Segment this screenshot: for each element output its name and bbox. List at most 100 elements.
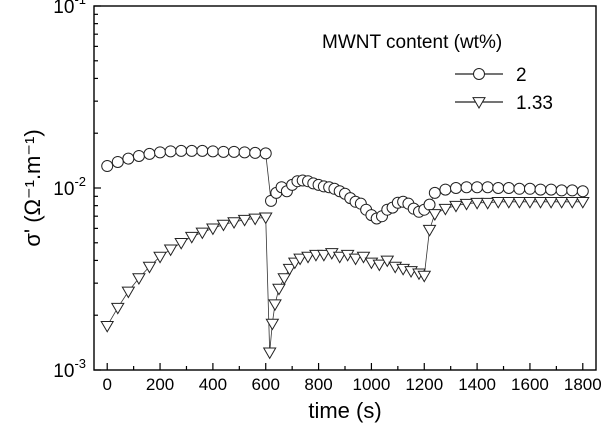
y-axis-ticks: 10-3 10-2 10-1 xyxy=(53,0,101,382)
data-point-triangle xyxy=(372,259,387,272)
legend-item: 2 xyxy=(455,65,527,86)
data-point-circle xyxy=(196,144,209,157)
data-point-circle xyxy=(175,144,188,157)
data-point-triangle xyxy=(565,196,580,209)
data-point-triangle xyxy=(316,249,331,262)
data-point-triangle xyxy=(142,261,157,274)
data-point-triangle xyxy=(184,231,199,244)
data-point-triangle xyxy=(293,253,307,266)
data-point-triangle xyxy=(523,196,537,209)
data-point-circle xyxy=(206,145,219,158)
data-point-circle xyxy=(523,182,536,195)
x-tick-label: 600 xyxy=(252,375,280,394)
data-point-triangle xyxy=(356,251,371,264)
data-point-circle xyxy=(228,145,241,158)
data-point-circle xyxy=(545,183,558,196)
data-point-triangle xyxy=(272,283,286,296)
x-tick-label: 1600 xyxy=(511,375,549,394)
data-point-triangle xyxy=(153,251,167,264)
data-point-circle xyxy=(513,182,526,195)
data-point-triangle xyxy=(533,196,548,209)
data-point-triangle xyxy=(459,198,474,211)
data-point-triangle xyxy=(248,213,263,226)
data-point-circle xyxy=(471,181,484,194)
data-point-circle xyxy=(164,145,177,158)
data-point-triangle xyxy=(301,251,315,264)
series-2 xyxy=(100,196,590,360)
x-axis-label: time (s) xyxy=(308,398,381,423)
legend-items: 21.33 xyxy=(455,65,553,114)
data-point-triangle xyxy=(277,273,292,286)
y-tick-label: 10-3 xyxy=(53,356,86,382)
data-point-circle xyxy=(566,184,579,197)
data-point-circle xyxy=(555,184,568,197)
data-point-circle xyxy=(122,152,135,165)
legend-triangle-marker xyxy=(472,97,486,109)
data-point-triangle xyxy=(417,270,432,283)
data-point-circle xyxy=(481,181,494,194)
data-point-circle xyxy=(185,144,198,157)
data-point-triangle xyxy=(438,203,453,216)
data-point-triangle xyxy=(480,197,495,210)
y-axis-label: σ' (Ω⁻¹.m⁻¹) xyxy=(20,129,45,246)
data-point-circle xyxy=(449,182,462,194)
x-tick-label: 1000 xyxy=(353,375,391,394)
data-point-triangle xyxy=(491,196,506,209)
data-point-circle xyxy=(502,182,515,194)
x-axis-ticks: 0 200 400 600 800 1000 1200 1400 1600 1800 xyxy=(102,363,601,394)
data-point-circle xyxy=(143,147,156,160)
data-point-circle xyxy=(154,146,167,159)
data-point-triangle xyxy=(195,227,210,240)
data-point-triangle xyxy=(237,214,252,227)
x-tick-label: 1200 xyxy=(405,375,443,394)
data-point-triangle xyxy=(163,244,178,257)
data-point-triangle xyxy=(227,217,241,230)
legend-label: 1.33 xyxy=(516,93,553,114)
x-tick-label: 1800 xyxy=(564,375,601,394)
data-point-triangle xyxy=(262,347,277,360)
data-point-triangle xyxy=(348,253,363,266)
data-point-circle xyxy=(534,183,547,196)
data-point-triangle xyxy=(121,286,136,299)
data-point-triangle xyxy=(174,237,189,250)
data-point-circle xyxy=(249,146,262,159)
data-point-triangle xyxy=(470,197,484,210)
data-point-triangle xyxy=(258,212,273,225)
data-point-circle xyxy=(101,160,114,173)
data-point-triangle xyxy=(512,196,527,209)
data-point-circle xyxy=(492,182,505,194)
x-tick-label: 0 xyxy=(102,375,111,394)
legend-title: MWNT content (wt%) xyxy=(322,32,502,53)
data-point-circle xyxy=(423,198,436,211)
data-point-triangle xyxy=(501,196,516,209)
data-point-circle xyxy=(238,146,251,159)
x-tick-label: 800 xyxy=(304,375,332,394)
data-point-triangle xyxy=(282,263,297,276)
data-point-circle xyxy=(111,155,124,168)
legend-item: 1.33 xyxy=(455,93,553,114)
data-point-triangle xyxy=(575,196,590,209)
series-1 xyxy=(101,144,589,225)
data-point-circle xyxy=(132,149,145,162)
data-point-circle xyxy=(439,183,452,196)
data-point-triangle xyxy=(265,318,280,331)
data-point-circle xyxy=(217,145,230,158)
x-tick-label: 1400 xyxy=(458,375,496,394)
chart-marks xyxy=(100,144,590,360)
data-point-circle xyxy=(460,181,473,194)
data-point-triangle xyxy=(449,200,463,213)
x-tick-label: 400 xyxy=(199,375,227,394)
legend-label: 2 xyxy=(516,65,527,86)
data-point-circle xyxy=(576,185,589,198)
legend: MWNT content (wt%) 21.33 xyxy=(322,32,553,114)
data-point-circle xyxy=(259,147,272,160)
data-point-triangle xyxy=(132,273,146,286)
data-point-triangle xyxy=(380,255,395,268)
y-tick-label: 10-1 xyxy=(53,0,86,18)
legend-circle-marker xyxy=(473,68,485,80)
data-point-triangle xyxy=(100,320,115,333)
data-point-circle xyxy=(428,186,441,199)
data-point-triangle xyxy=(544,196,558,209)
